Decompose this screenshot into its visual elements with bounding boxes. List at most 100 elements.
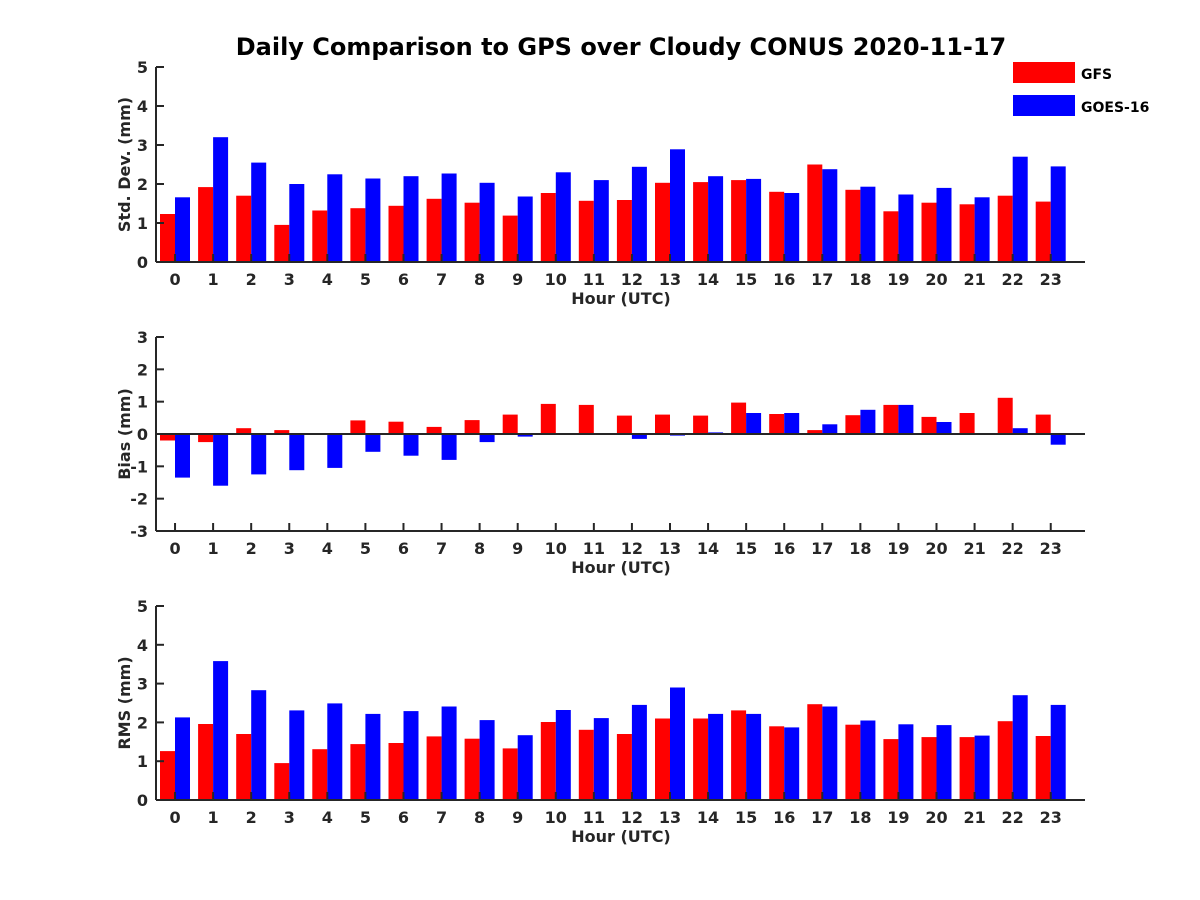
x-tick-label: 20 [925, 539, 947, 558]
bar-gfs-hour-10 [540, 193, 556, 262]
bar-gfs-hour-22 [997, 195, 1013, 262]
bar-goes16-hour-9 [517, 434, 533, 437]
bar-goes16-hour-4 [327, 174, 343, 263]
bar-gfs-hour-6 [388, 743, 404, 800]
bar-gfs-hour-12 [616, 734, 632, 800]
bar-gfs-hour-22 [997, 397, 1013, 434]
legend-swatch-gfs [1013, 62, 1075, 83]
bar-goes16-hour-8 [479, 182, 495, 262]
y-axis-label: Bias (mm) [115, 388, 134, 480]
x-tick-label: 11 [583, 539, 605, 558]
y-axis-label: Std. Dev. (mm) [115, 97, 134, 232]
x-tick-label: 2 [246, 270, 257, 289]
x-tick-label: 16 [773, 539, 795, 558]
x-tick-label: 12 [621, 539, 643, 558]
x-tick-label: 3 [284, 270, 295, 289]
bar-gfs-hour-7 [426, 198, 442, 262]
bar-goes16-hour-12 [631, 166, 647, 262]
x-tick-label: 8 [474, 539, 485, 558]
bar-gfs-hour-18 [845, 189, 861, 262]
bar-goes16-hour-23 [1050, 704, 1066, 800]
bar-goes16-hour-18 [860, 720, 876, 800]
bar-goes16-hour-0 [175, 434, 190, 478]
x-tick-label: 4 [322, 539, 333, 558]
bar-gfs-hour-12 [616, 200, 632, 262]
bar-gfs-hour-6 [388, 421, 404, 434]
bar-gfs-hour-2 [236, 428, 252, 434]
bar-gfs-hour-0 [160, 751, 175, 800]
x-tick-label: 23 [1040, 270, 1062, 289]
x-tick-label: 21 [963, 808, 985, 827]
x-tick-label: 10 [545, 539, 567, 558]
bar-goes16-hour-11 [593, 180, 609, 262]
bar-gfs-hour-4 [312, 210, 328, 262]
bar-goes16-hour-21 [974, 735, 990, 800]
x-tick-label: 20 [925, 808, 947, 827]
bar-goes16-hour-2 [251, 434, 267, 475]
bar-goes16-hour-18 [860, 186, 876, 262]
bar-goes16-hour-19 [898, 404, 914, 434]
bar-goes16-hour-14 [708, 176, 724, 262]
x-tick-label: 18 [849, 808, 871, 827]
x-tick-label: 13 [659, 808, 681, 827]
bar-gfs-hour-21 [959, 413, 975, 434]
bar-gfs-hour-13 [655, 718, 670, 800]
bar-gfs-hour-1 [198, 434, 214, 443]
bar-goes16-hour-10 [555, 172, 571, 262]
x-tick-label: 2 [246, 539, 257, 558]
bar-gfs-hour-16 [769, 414, 785, 434]
x-tick-label: 8 [474, 270, 485, 289]
x-tick-label: 6 [398, 270, 409, 289]
y-tick-label: 1 [137, 752, 148, 771]
y-tick-label: 2 [137, 360, 148, 379]
bar-gfs-hour-2 [236, 734, 252, 800]
bar-gfs-hour-13 [655, 182, 670, 262]
y-tick-label: -3 [130, 522, 148, 541]
legend-label-gfs: GFS [1081, 67, 1112, 83]
bar-gfs-hour-17 [807, 164, 823, 262]
bar-gfs-hour-17 [807, 430, 823, 434]
bar-gfs-hour-5 [350, 420, 366, 434]
bar-gfs-hour-10 [540, 403, 556, 434]
bar-gfs-hour-9 [502, 215, 518, 262]
y-tick-label: -1 [130, 457, 148, 476]
bar-goes16-hour-16 [784, 413, 800, 434]
bar-gfs-hour-20 [921, 416, 937, 434]
x-tick-label: 15 [735, 539, 757, 558]
bar-goes16-hour-17 [822, 169, 838, 262]
x-tick-label: 16 [773, 270, 795, 289]
x-tick-label: 6 [398, 808, 409, 827]
bar-gfs-hour-18 [845, 724, 861, 800]
bar-goes16-hour-15 [746, 713, 762, 800]
x-tick-label: 13 [659, 270, 681, 289]
bar-goes16-hour-21 [974, 197, 990, 262]
x-tick-label: 8 [474, 808, 485, 827]
bar-gfs-hour-19 [883, 211, 899, 262]
bar-gfs-hour-16 [769, 191, 785, 262]
bar-goes16-hour-7 [441, 706, 457, 800]
bar-gfs-hour-10 [540, 722, 556, 800]
x-tick-label: 10 [545, 270, 567, 289]
bar-goes16-hour-12 [631, 434, 647, 439]
chart-title: Daily Comparison to GPS over Cloudy CONU… [236, 33, 1007, 61]
bar-gfs-hour-15 [731, 710, 747, 800]
bar-gfs-hour-1 [198, 187, 214, 262]
bar-gfs-hour-8 [464, 420, 480, 434]
bar-gfs-hour-16 [769, 726, 785, 800]
bar-goes16-hour-0 [175, 717, 190, 800]
bar-gfs-hour-9 [502, 414, 518, 434]
bar-goes16-hour-20 [936, 187, 952, 262]
y-tick-label: 5 [137, 597, 148, 616]
bar-goes16-hour-8 [479, 720, 495, 800]
x-tick-label: 16 [773, 808, 795, 827]
legend: GFS GOES-16 [1013, 62, 1149, 116]
bar-gfs-hour-8 [464, 202, 480, 262]
bar-gfs-hour-0 [160, 214, 175, 262]
bar-gfs-hour-15 [731, 180, 747, 262]
x-tick-label: 17 [811, 270, 833, 289]
x-tick-label: 9 [512, 808, 523, 827]
bar-gfs-hour-19 [883, 739, 899, 800]
x-tick-label: 12 [621, 808, 643, 827]
